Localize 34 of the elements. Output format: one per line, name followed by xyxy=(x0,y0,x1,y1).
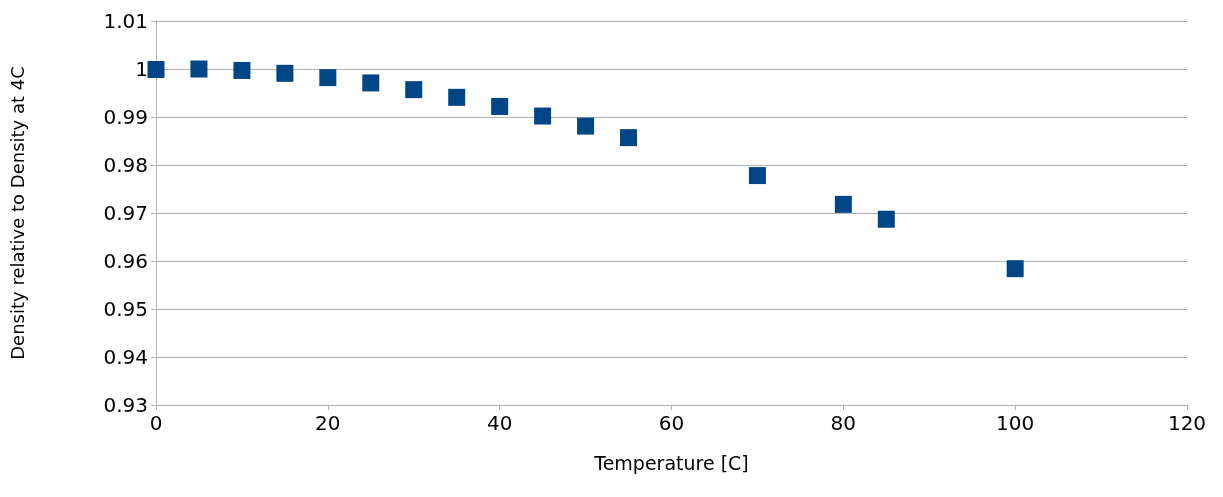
x-tick-label: 120 xyxy=(1167,411,1207,435)
point xyxy=(620,129,638,147)
y-tick-label: 0.93 xyxy=(103,393,148,417)
point xyxy=(319,69,337,87)
point xyxy=(448,88,466,106)
x-tick-label: 20 xyxy=(315,411,341,435)
y-tick-label: 0.99 xyxy=(103,105,148,129)
y-tick-label: 0.98 xyxy=(103,153,148,177)
point xyxy=(1006,260,1024,278)
x-axis-title: Temperature [C] xyxy=(593,451,749,474)
y-tick-label: 1.01 xyxy=(103,9,148,33)
point xyxy=(147,60,165,78)
x-tick-label: 100 xyxy=(996,411,1035,435)
point xyxy=(491,97,509,115)
point xyxy=(233,61,251,79)
point xyxy=(748,167,766,185)
x-tick-label: 60 xyxy=(658,411,685,435)
y-tick-label: 1 xyxy=(135,57,148,81)
y-tick-label: 0.97 xyxy=(103,201,148,225)
x-tick-label: 40 xyxy=(486,411,513,435)
point xyxy=(276,64,294,82)
point xyxy=(577,117,595,135)
point xyxy=(405,81,423,99)
point xyxy=(877,210,895,228)
y-tick-label: 0.95 xyxy=(103,297,148,321)
y-tick-label: 0.96 xyxy=(103,249,148,273)
y-axis-title: Density relative to Density at 4C xyxy=(6,66,28,360)
point xyxy=(834,195,852,213)
y-tick-label: 0.94 xyxy=(103,345,148,369)
point xyxy=(362,74,380,92)
point xyxy=(190,60,208,78)
point xyxy=(534,107,552,125)
x-tick-label: 0 xyxy=(149,411,163,435)
x-tick-label: 80 xyxy=(830,411,857,435)
